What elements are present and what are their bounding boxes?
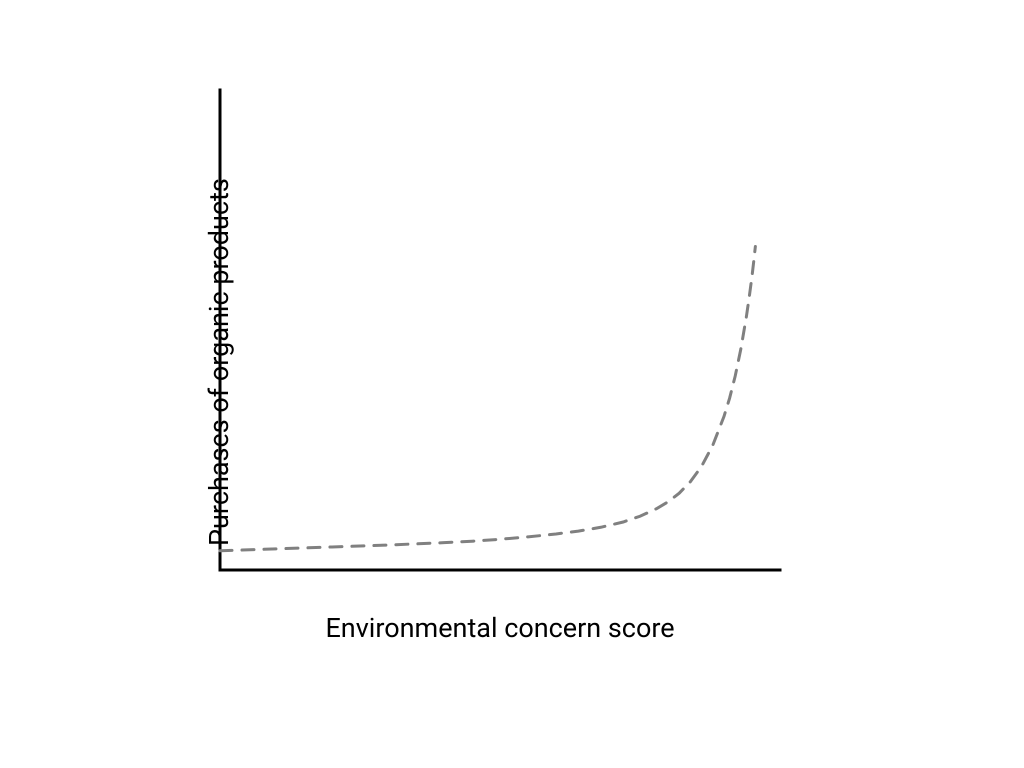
- y-axis-label: Purchases of organic products: [203, 178, 235, 546]
- x-axis-label: Environmental concern score: [325, 612, 674, 644]
- chart-background: [0, 0, 1024, 768]
- chart-container: Environmental concern score Purchases of…: [0, 0, 1024, 768]
- chart-svg: [0, 0, 1024, 768]
